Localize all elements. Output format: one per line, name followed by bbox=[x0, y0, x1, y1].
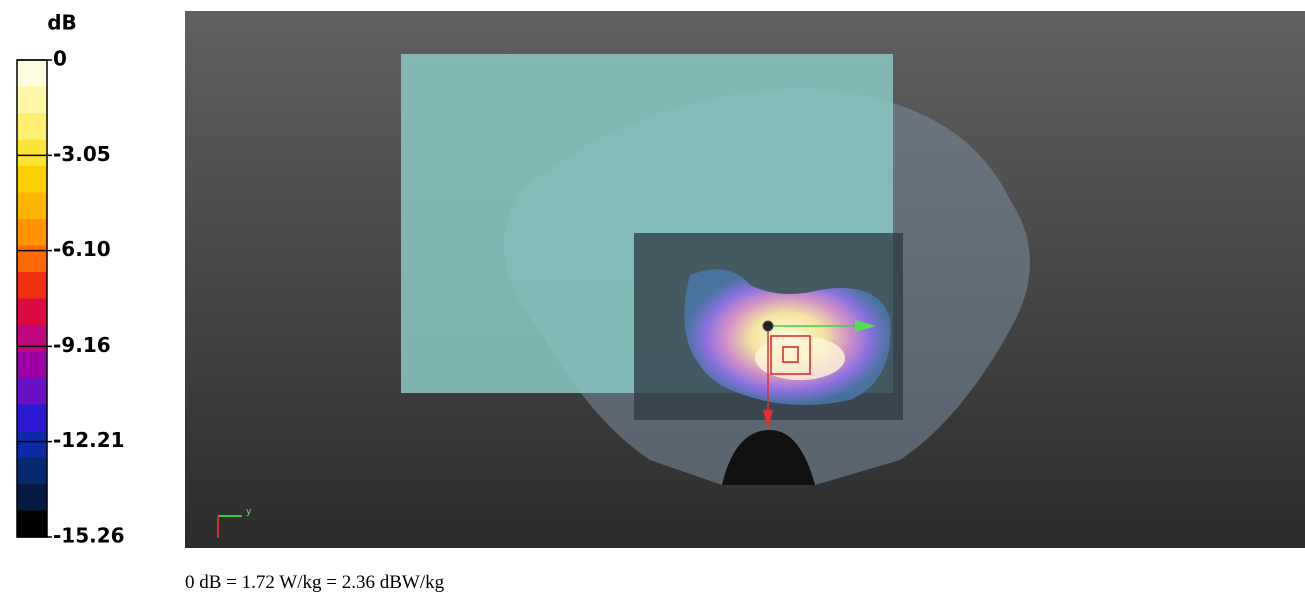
colorbar-band bbox=[17, 272, 47, 299]
peak-cube bbox=[770, 335, 811, 375]
colorbar-band bbox=[17, 378, 47, 405]
peak-cube-inner bbox=[782, 346, 799, 363]
triad-label: y bbox=[246, 507, 252, 517]
ear-cutout bbox=[722, 430, 815, 485]
origin bbox=[762, 320, 774, 332]
colorbar-band bbox=[17, 351, 47, 379]
colorbar-band bbox=[17, 113, 47, 140]
colorbar-band bbox=[17, 245, 47, 273]
colorbar-band bbox=[17, 404, 47, 432]
colorbar-band bbox=[17, 166, 47, 193]
colorbar-band bbox=[17, 431, 47, 458]
colorbar-band bbox=[17, 86, 47, 114]
arrow-head bbox=[763, 410, 773, 430]
caption: 0 dB = 1.72 W/kg = 2.36 dBW/kg bbox=[185, 572, 445, 593]
colorbar-tick-label: -6.10 bbox=[53, 237, 111, 261]
colorbar-band bbox=[17, 60, 47, 87]
colorbar-band bbox=[17, 139, 47, 167]
colorbar-tick-label: -3.05 bbox=[53, 142, 111, 166]
hotspot-peak bbox=[755, 336, 845, 380]
colorbar-band bbox=[17, 457, 47, 485]
colorbar-band bbox=[17, 192, 47, 220]
colorbar-band bbox=[17, 298, 47, 326]
arrow-head bbox=[855, 320, 876, 332]
colorbar-band bbox=[17, 510, 47, 538]
colorbar-tick-label: -12.21 bbox=[53, 428, 125, 452]
colorbar-tick-label: -9.16 bbox=[53, 333, 111, 357]
colorbar-band bbox=[17, 484, 47, 511]
colorbar-unit: dB bbox=[47, 11, 77, 35]
colorbar-band bbox=[17, 325, 47, 352]
colorbar-tick-label: 0 bbox=[53, 47, 67, 71]
colorbar-tick-label: -15.26 bbox=[53, 524, 125, 548]
colorbar-band bbox=[17, 219, 47, 246]
colorbar: 0 -3.05 -6.10 -9.16 -12.21 -15.26 bbox=[16, 47, 125, 548]
